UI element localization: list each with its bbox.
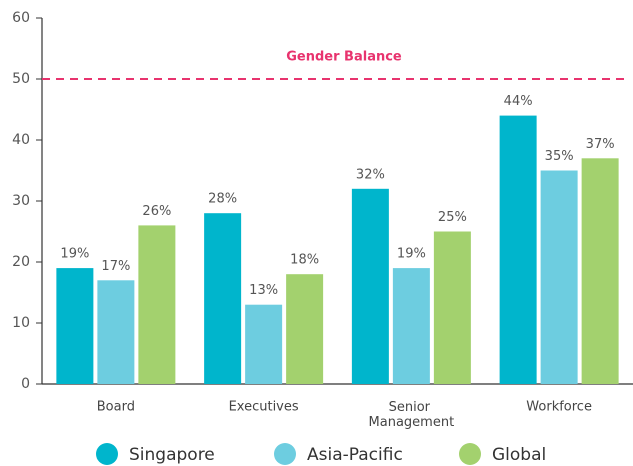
value-label: 17% xyxy=(101,259,130,274)
x-tick-label: Workforce xyxy=(526,400,592,415)
value-label: 25% xyxy=(438,210,467,225)
bar xyxy=(392,268,430,384)
bar xyxy=(245,304,283,384)
value-label: 28% xyxy=(208,192,237,207)
y-tick-label: 10 xyxy=(12,315,30,331)
value-label: 18% xyxy=(290,253,319,268)
y-tick-label: 0 xyxy=(21,376,30,392)
bar xyxy=(204,213,242,384)
value-label: 26% xyxy=(142,204,171,219)
value-label: 13% xyxy=(249,283,278,298)
y-tick-label: 40 xyxy=(12,132,30,148)
y-tick-label: 20 xyxy=(12,254,30,270)
x-tick-label: Senior Management xyxy=(369,400,455,430)
legend-swatch xyxy=(96,443,118,465)
value-label: 44% xyxy=(504,94,533,109)
reference-label: Gender Balance xyxy=(286,50,402,65)
value-label: 19% xyxy=(397,247,426,262)
y-tick-label: 60 xyxy=(12,10,30,26)
value-label: 32% xyxy=(356,167,385,182)
x-tick-label: Executives xyxy=(229,400,299,415)
legend-swatch xyxy=(274,443,296,465)
bar xyxy=(351,188,389,384)
value-label: 19% xyxy=(60,247,89,262)
legend-label: Global xyxy=(492,445,546,465)
bar xyxy=(581,158,619,384)
bar xyxy=(97,280,135,384)
bar xyxy=(433,231,471,384)
bar xyxy=(286,274,324,384)
value-label: 37% xyxy=(586,137,615,152)
y-tick-label: 30 xyxy=(12,193,30,209)
bar xyxy=(56,268,94,384)
bar xyxy=(540,170,578,384)
legend-swatch xyxy=(459,443,481,465)
legend-label: Singapore xyxy=(129,445,215,465)
y-tick-label: 50 xyxy=(12,71,30,87)
legend-label: Asia-Pacific xyxy=(307,445,403,465)
bar xyxy=(499,115,537,384)
bar xyxy=(138,225,176,384)
x-tick-label: Board xyxy=(97,400,135,415)
value-label: 35% xyxy=(545,149,574,164)
